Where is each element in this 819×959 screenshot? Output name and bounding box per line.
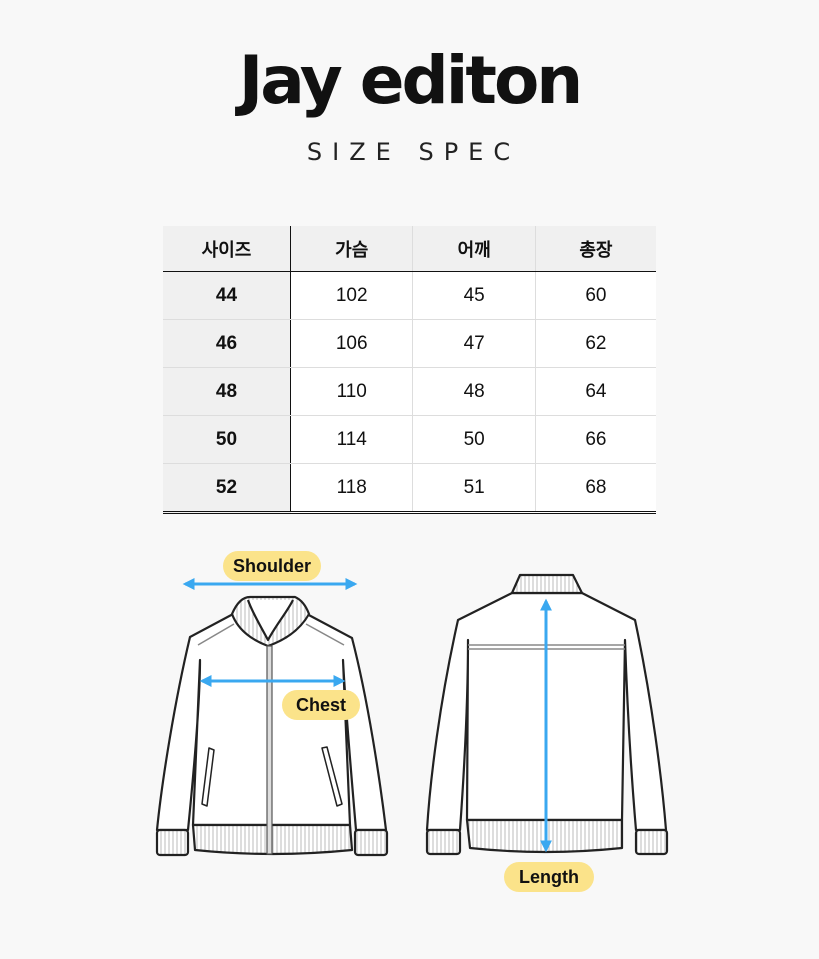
- column-header: 가슴: [290, 226, 414, 272]
- measure-cell: 50: [412, 415, 536, 464]
- table-row: 52 118 51 68: [163, 463, 656, 514]
- table-row: 44 102 45 60: [163, 271, 656, 320]
- brand-logo: Jay editon: [238, 42, 584, 119]
- size-cell: 52: [163, 463, 291, 514]
- measure-cell: 60: [535, 271, 656, 320]
- measure-cell: 110: [290, 367, 414, 416]
- size-cell: 46: [163, 319, 291, 368]
- measure-cell: 102: [290, 271, 414, 320]
- jacket-front: [155, 595, 389, 857]
- table-row: 48 110 48 64: [163, 367, 656, 416]
- measure-cell: 118: [290, 463, 414, 514]
- measure-cell: 114: [290, 415, 414, 464]
- table-header-row: 사이즈 가슴 어깨 총장: [163, 226, 656, 272]
- measure-cell: 66: [535, 415, 656, 464]
- measure-cell: 45: [412, 271, 536, 320]
- table-row: 46 106 47 62: [163, 319, 656, 368]
- page-subtitle: SIZE SPEC: [306, 138, 521, 166]
- measure-cell: 47: [412, 319, 536, 368]
- measure-cell: 51: [412, 463, 536, 514]
- shoulder-label: Shoulder: [223, 551, 321, 581]
- chest-label: Chest: [282, 690, 360, 720]
- size-cell: 48: [163, 367, 291, 416]
- table-row: 50 114 50 66: [163, 415, 656, 464]
- measure-cell: 106: [290, 319, 414, 368]
- size-spec-table: 사이즈 가슴 어깨 총장 44 102 45 60 46 106 47 62 48 110 48 64…: [163, 226, 656, 514]
- size-cell: 44: [163, 271, 291, 320]
- measure-cell: 64: [535, 367, 656, 416]
- column-header: 어깨: [412, 226, 536, 272]
- column-header: 총장: [535, 226, 656, 272]
- measure-cell: 48: [412, 367, 536, 416]
- size-cell: 50: [163, 415, 291, 464]
- length-label: Length: [504, 862, 594, 892]
- measure-cell: 68: [535, 463, 656, 514]
- column-header: 사이즈: [163, 226, 291, 272]
- measure-cell: 62: [535, 319, 656, 368]
